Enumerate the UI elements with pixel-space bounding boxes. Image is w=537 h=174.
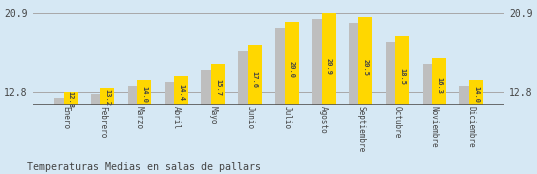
- Bar: [91, 94, 105, 105]
- Bar: [395, 36, 409, 105]
- Text: 14.0: 14.0: [141, 86, 147, 103]
- Text: 20.5: 20.5: [362, 59, 368, 76]
- Bar: [469, 80, 483, 105]
- Bar: [54, 98, 68, 105]
- Text: 14.0: 14.0: [473, 86, 479, 103]
- Text: 20.0: 20.0: [289, 61, 295, 78]
- Bar: [201, 70, 215, 105]
- Bar: [349, 23, 363, 105]
- Bar: [211, 64, 225, 105]
- Text: 14.4: 14.4: [178, 84, 184, 101]
- Bar: [63, 92, 77, 105]
- Bar: [460, 86, 474, 105]
- Text: 13.2: 13.2: [104, 89, 111, 106]
- Text: Temperaturas Medias en salas de pallars: Temperaturas Medias en salas de pallars: [27, 162, 261, 172]
- Bar: [358, 17, 373, 105]
- Bar: [285, 22, 299, 105]
- Bar: [322, 13, 336, 105]
- Bar: [248, 45, 262, 105]
- Bar: [423, 64, 437, 105]
- Text: 15.7: 15.7: [215, 79, 221, 96]
- Bar: [238, 51, 252, 105]
- Bar: [128, 86, 142, 105]
- Bar: [275, 28, 289, 105]
- Bar: [100, 88, 114, 105]
- Bar: [386, 42, 400, 105]
- Text: 17.6: 17.6: [252, 71, 258, 88]
- Bar: [312, 19, 326, 105]
- Bar: [432, 58, 446, 105]
- Text: 16.3: 16.3: [436, 77, 442, 94]
- Bar: [174, 76, 188, 105]
- Text: 20.9: 20.9: [325, 58, 331, 75]
- Text: 18.5: 18.5: [400, 68, 405, 85]
- Bar: [164, 82, 179, 105]
- Text: 12.8: 12.8: [68, 91, 74, 108]
- Bar: [137, 80, 151, 105]
